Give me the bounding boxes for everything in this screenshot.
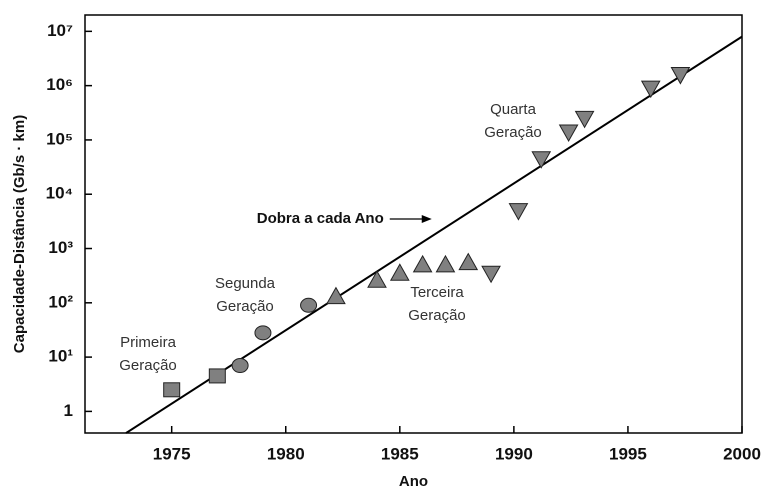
series-label: Geração [408, 307, 466, 324]
y-tick-label: 10⁷ [47, 21, 73, 40]
y-tick-label: 10⁵ [46, 129, 73, 148]
series-label: Quarta [490, 101, 537, 118]
square-marker [163, 382, 181, 398]
triangle-up-marker [458, 252, 479, 271]
y-tick-label: 10⁴ [46, 184, 73, 203]
triangle-down-marker [558, 124, 579, 143]
y-tick-label: 10¹ [48, 347, 73, 366]
triangle-down-marker [508, 203, 529, 221]
y-tick-label: 10³ [48, 238, 73, 257]
plot-frame [84, 14, 743, 434]
y-tick-label: 1 [64, 401, 73, 420]
triangle-up-marker [367, 270, 387, 288]
x-tick-label: 2000 [723, 444, 761, 463]
triangle-up-marker [389, 263, 410, 281]
series-label: Geração [216, 298, 274, 315]
triangle-down-marker [574, 110, 595, 129]
x-tick-label: 1995 [609, 444, 647, 463]
series-label: Geração [119, 357, 177, 374]
series-label: Geração [484, 124, 542, 141]
triangle-down-marker [640, 80, 661, 99]
x-axis-label: Ano [399, 473, 428, 490]
series-label: Terceira [410, 284, 464, 301]
series-label: Primeira [120, 334, 176, 351]
triangle-down-marker [481, 265, 501, 284]
x-tick-label: 1990 [495, 444, 533, 463]
trend-line [125, 35, 743, 434]
arrow-head [421, 214, 432, 223]
circle-marker [300, 297, 318, 313]
square-marker [208, 368, 226, 384]
x-tick-label: 1975 [153, 444, 191, 463]
x-tick-label: 1980 [267, 444, 305, 463]
y-tick-label: 10² [48, 292, 73, 311]
annotation: Dobra a cada Ano [257, 210, 384, 227]
triangle-down-marker [531, 151, 552, 169]
triangle-down-marker [670, 67, 691, 85]
series-label: Segunda [215, 275, 276, 292]
circle-marker [254, 325, 272, 341]
x-tick-label: 1985 [381, 444, 419, 463]
triangle-up-marker [412, 254, 433, 273]
circle-marker [231, 358, 249, 374]
triangle-up-marker [326, 286, 346, 305]
triangle-up-marker [435, 254, 456, 273]
y-axis-label: Capacidade-Distância (Gb/s · km) [11, 115, 28, 353]
y-tick-label: 10⁶ [46, 75, 73, 94]
